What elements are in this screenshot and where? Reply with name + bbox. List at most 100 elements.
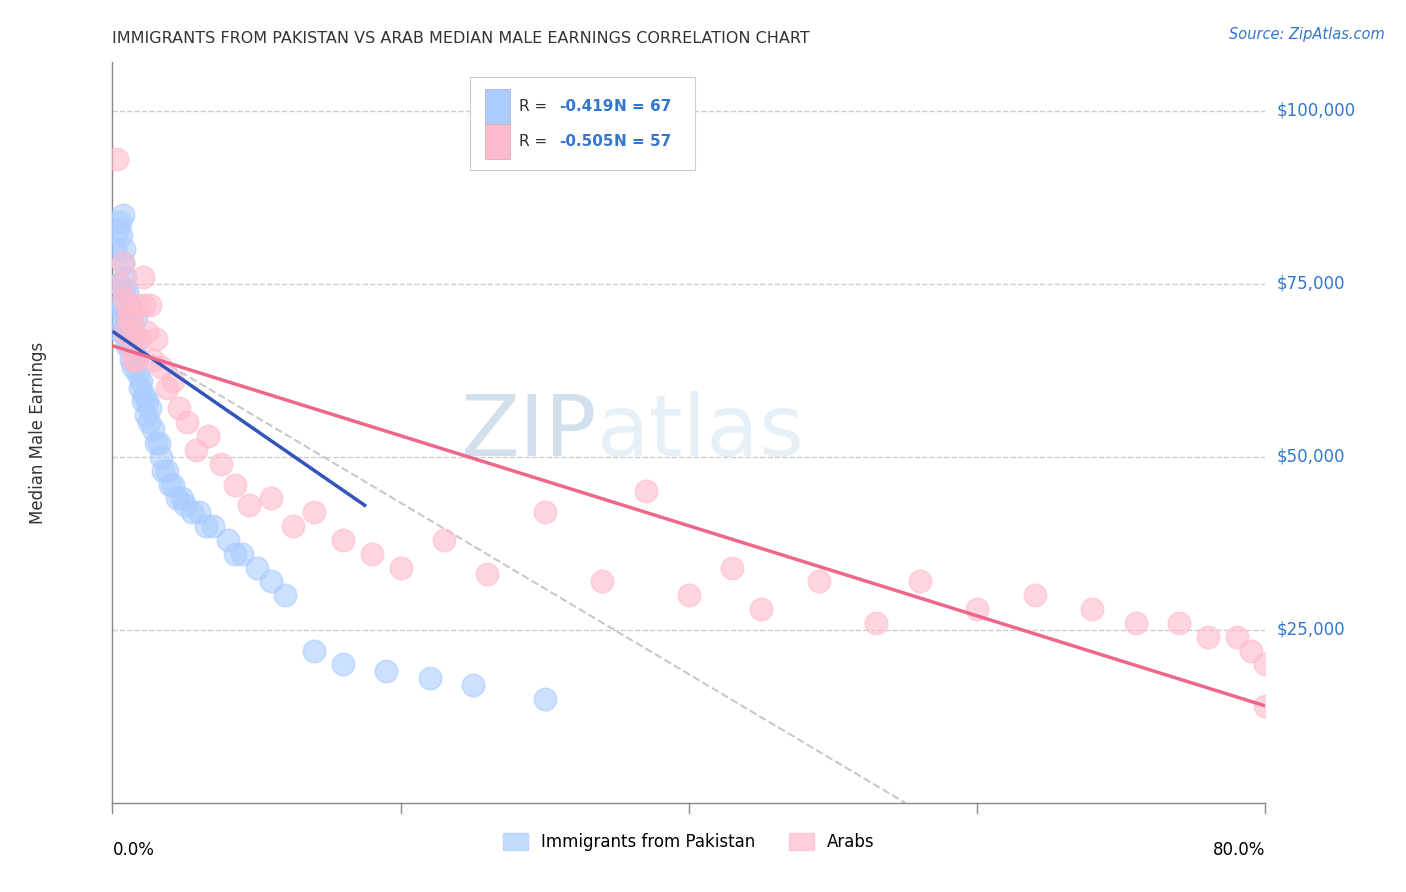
- Point: [534, 505, 557, 519]
- Point: [159, 477, 181, 491]
- Point: [176, 415, 198, 429]
- Point: [115, 297, 138, 311]
- Text: 0.0%: 0.0%: [112, 841, 155, 859]
- Point: [1254, 698, 1277, 713]
- Point: [180, 505, 202, 519]
- Point: [170, 491, 193, 506]
- Point: [117, 311, 139, 326]
- Text: -0.419: -0.419: [558, 99, 613, 114]
- Point: [167, 401, 190, 416]
- Point: [195, 519, 218, 533]
- Text: N = 67: N = 67: [614, 99, 672, 114]
- Text: Median Male Earnings: Median Male Earnings: [28, 342, 46, 524]
- Point: [122, 339, 145, 353]
- Point: [121, 353, 143, 368]
- Text: $100,000: $100,000: [1277, 102, 1355, 120]
- Point: [121, 359, 143, 374]
- Point: [107, 221, 129, 235]
- Point: [246, 560, 269, 574]
- Point: [117, 326, 139, 340]
- Point: [1167, 615, 1189, 630]
- Point: [134, 387, 156, 401]
- Point: [634, 484, 657, 499]
- Point: [142, 422, 165, 436]
- Point: [124, 311, 146, 326]
- Point: [1125, 615, 1147, 630]
- Point: [142, 353, 165, 368]
- Point: [197, 429, 219, 443]
- Point: [807, 574, 830, 589]
- Point: [332, 533, 354, 547]
- Point: [162, 477, 184, 491]
- Point: [114, 311, 136, 326]
- Point: [281, 519, 304, 533]
- Point: [104, 242, 127, 256]
- Text: $75,000: $75,000: [1277, 275, 1346, 293]
- Point: [166, 491, 188, 506]
- Point: [721, 560, 744, 574]
- Text: IMMIGRANTS FROM PAKISTAN VS ARAB MEDIAN MALE EARNINGS CORRELATION CHART: IMMIGRANTS FROM PAKISTAN VS ARAB MEDIAN …: [112, 31, 810, 46]
- Point: [150, 450, 173, 464]
- Point: [115, 339, 138, 353]
- Point: [118, 339, 141, 353]
- Point: [152, 464, 174, 478]
- Point: [118, 297, 141, 311]
- Point: [111, 297, 134, 311]
- Point: [112, 291, 135, 305]
- Point: [121, 326, 143, 340]
- Point: [124, 353, 146, 368]
- Point: [112, 242, 135, 256]
- Point: [128, 332, 150, 346]
- Point: [224, 477, 246, 491]
- Point: [129, 374, 153, 388]
- Point: [375, 665, 398, 679]
- Text: 80.0%: 80.0%: [1213, 841, 1265, 859]
- Point: [118, 339, 141, 353]
- Point: [115, 284, 138, 298]
- Point: [1240, 643, 1263, 657]
- Point: [111, 256, 134, 270]
- Point: [117, 297, 139, 311]
- Point: [114, 326, 136, 340]
- Point: [156, 464, 179, 478]
- Point: [120, 311, 142, 326]
- Point: [110, 326, 132, 340]
- Point: [108, 277, 131, 291]
- Point: [260, 491, 283, 506]
- Text: -0.505: -0.505: [558, 134, 613, 149]
- Point: [202, 519, 225, 533]
- Point: [134, 297, 156, 311]
- Point: [135, 409, 157, 423]
- Bar: [485, 89, 510, 125]
- Point: [108, 214, 131, 228]
- Point: [231, 547, 253, 561]
- Point: [173, 498, 195, 512]
- Point: [105, 153, 128, 167]
- Point: [136, 394, 159, 409]
- Point: [162, 374, 184, 388]
- Point: [1254, 657, 1277, 672]
- Point: [908, 574, 931, 589]
- Point: [304, 643, 326, 657]
- Point: [238, 498, 260, 512]
- Text: R =: R =: [519, 134, 557, 149]
- Point: [136, 326, 159, 340]
- Point: [389, 560, 412, 574]
- Point: [1081, 602, 1104, 616]
- Text: $25,000: $25,000: [1277, 621, 1346, 639]
- Text: atlas: atlas: [596, 391, 804, 475]
- Point: [125, 297, 148, 311]
- Point: [156, 381, 179, 395]
- Point: [419, 671, 441, 685]
- Point: [209, 457, 232, 471]
- Point: [115, 311, 138, 326]
- Point: [1024, 588, 1046, 602]
- Point: [127, 367, 149, 381]
- Point: [332, 657, 354, 672]
- Point: [111, 256, 134, 270]
- FancyBboxPatch shape: [470, 78, 695, 169]
- Point: [132, 394, 155, 409]
- Point: [188, 505, 211, 519]
- Point: [108, 297, 131, 311]
- Text: $50,000: $50,000: [1277, 448, 1346, 466]
